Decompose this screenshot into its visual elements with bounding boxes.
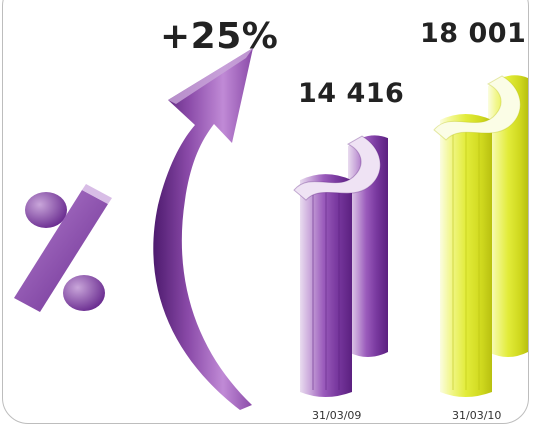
category-tick-label: 31/03/10 (452, 409, 502, 422)
bars-group (293, 75, 528, 397)
curved-up-arrow-icon (153, 48, 253, 410)
percent-sign-icon (14, 184, 112, 312)
bar-value-label: 14 416 (298, 78, 405, 110)
bar-dollar-curve (293, 135, 381, 201)
bar-back-pillar (488, 75, 528, 358)
growth-label: +25% (160, 16, 279, 57)
bar-front-pillar (440, 113, 492, 397)
bar-dollar-curve (433, 75, 521, 141)
category-tick-label: 31/03/09 (312, 409, 362, 422)
bar-front-pillar (300, 174, 352, 397)
bar-value-label: 18 001 (420, 17, 527, 49)
bar-31/03/10 (433, 75, 528, 397)
bar-31/03/09 (293, 135, 388, 397)
